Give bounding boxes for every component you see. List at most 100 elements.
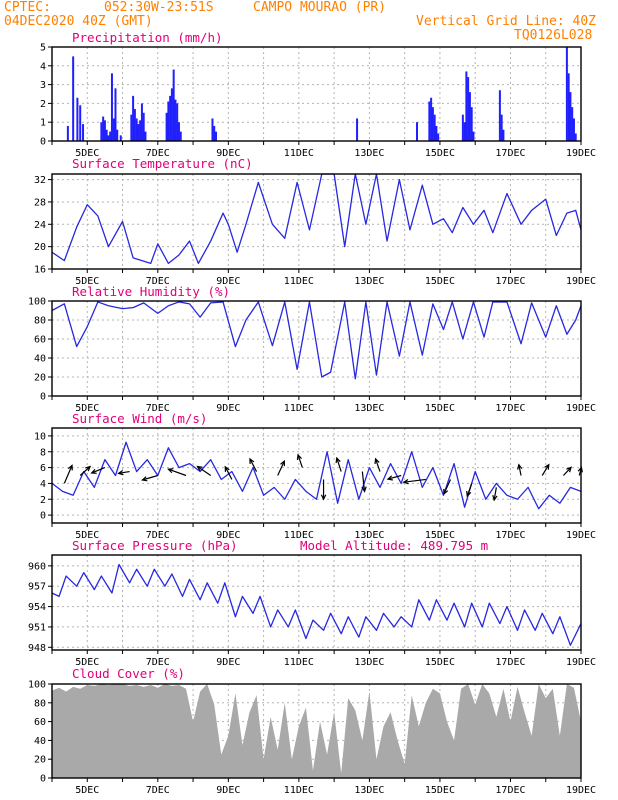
- precip-bar: [132, 95, 135, 141]
- cloud-cover-area: [52, 684, 581, 778]
- precip-bar: [567, 73, 570, 141]
- precip-bar: [169, 95, 172, 141]
- x-tick-label: 19DEC: [566, 148, 596, 159]
- wind-vector: [493, 487, 497, 501]
- precip-bar: [574, 133, 577, 141]
- precip-bar: [82, 124, 85, 141]
- precip-bar: [430, 97, 433, 141]
- y-tick-label: 32: [34, 175, 46, 186]
- panel-title: Surface Wind (m/s): [72, 411, 207, 426]
- x-tick-label: 9DEC: [216, 403, 240, 414]
- x-tick-label: 7DEC: [146, 530, 170, 541]
- wind-vector: [91, 467, 106, 474]
- wind-vector-head: [249, 457, 255, 464]
- precip-bar: [214, 131, 217, 141]
- precip-bar: [144, 131, 147, 141]
- x-tick-label: 7DEC: [146, 785, 170, 796]
- x-tick-label: 11DEC: [284, 657, 314, 668]
- wind-vector: [142, 474, 158, 481]
- y-tick-label: 6: [40, 463, 46, 474]
- wind-vector-head: [402, 478, 409, 485]
- x-tick-label: 13DEC: [354, 657, 384, 668]
- x-tick-label: 19DEC: [566, 276, 596, 287]
- wind-vector: [249, 458, 258, 472]
- wind-vector-head: [141, 476, 148, 482]
- x-tick-label: 11DEC: [284, 276, 314, 287]
- x-tick-label: 13DEC: [354, 276, 384, 287]
- x-tick-label: 15DEC: [425, 657, 455, 668]
- x-tick-label: 7DEC: [146, 148, 170, 159]
- precip-bar: [435, 125, 438, 141]
- x-tick-label: 17DEC: [495, 785, 525, 796]
- wind-vector: [118, 470, 130, 474]
- y-tick-label: 0: [40, 511, 46, 522]
- precip-bar: [472, 131, 475, 141]
- x-tick-label: 7DEC: [146, 403, 170, 414]
- wind-vector-head: [280, 459, 286, 467]
- precip-bar: [102, 116, 105, 141]
- precip-bar: [142, 112, 145, 141]
- panel-frame: [51, 683, 582, 779]
- y-tick-label: 80: [34, 316, 46, 327]
- precip-bar: [105, 129, 108, 141]
- y-tick-label: 24: [34, 220, 46, 231]
- x-tick-label: 5DEC: [75, 785, 99, 796]
- precip-bar: [172, 69, 175, 141]
- precip-bar: [572, 118, 575, 141]
- precip-bar: [165, 112, 168, 141]
- x-tick-label: 19DEC: [566, 657, 596, 668]
- wind-vector: [443, 479, 452, 495]
- wind-vector-head: [224, 465, 230, 472]
- x-tick-label: 9DEC: [216, 530, 240, 541]
- y-tick-label: 0: [40, 392, 46, 403]
- wind-vector-head: [320, 494, 327, 501]
- y-tick-label: 60: [34, 335, 46, 346]
- y-tick-label: 957: [28, 582, 46, 593]
- x-tick-label: 15DEC: [425, 403, 455, 414]
- x-tick-label: 11DEC: [284, 530, 314, 541]
- y-tick-label: 5: [40, 43, 46, 54]
- panel-frame: [51, 554, 582, 651]
- x-tick-label: 13DEC: [354, 403, 384, 414]
- y-tick-label: 1: [40, 118, 46, 129]
- x-tick-label: 5DEC: [75, 657, 99, 668]
- humidity-line: [51, 301, 582, 380]
- header-location: CAMPO MOURAO (PR): [253, 0, 387, 15]
- precip-bar: [137, 124, 140, 141]
- wind-speed-line: [51, 441, 582, 510]
- precip-bar: [428, 101, 431, 141]
- wind-vector-head: [335, 456, 341, 464]
- wind-vector: [361, 471, 366, 492]
- wind-vector: [541, 464, 550, 476]
- y-tick-label: 3: [40, 80, 46, 91]
- precip-bar: [103, 120, 106, 141]
- x-tick-label: 9DEC: [216, 276, 240, 287]
- model-altitude: Model Altitude: 489.795 m: [300, 538, 488, 553]
- x-tick-label: 5DEC: [75, 148, 99, 159]
- precip-bar: [211, 118, 214, 141]
- precip-bar: [500, 114, 503, 141]
- precip-bar: [109, 131, 112, 141]
- precip-bar: [433, 114, 436, 141]
- wind-vector-head: [67, 464, 73, 471]
- y-tick-label: 16: [34, 265, 46, 276]
- wind-vector-head: [296, 453, 302, 461]
- x-tick-label: 17DEC: [495, 276, 525, 287]
- wind-vector-head: [517, 463, 523, 470]
- precip-bar: [170, 88, 173, 141]
- header-init-time: 04DEC2020 40Z (GMT): [4, 14, 153, 29]
- panel-frame: [51, 427, 582, 524]
- x-tick-label: 19DEC: [566, 530, 596, 541]
- x-tick-label: 19DEC: [566, 403, 596, 414]
- x-tick-label: 11DEC: [284, 785, 314, 796]
- wind-vector-head: [167, 468, 174, 474]
- wind-vector-head: [386, 475, 393, 481]
- y-tick-label: 40: [34, 354, 46, 365]
- x-tick-label: 17DEC: [495, 530, 525, 541]
- precip-bar: [119, 135, 122, 141]
- wind-vector-head: [85, 465, 92, 472]
- y-tick-label: 20: [34, 373, 46, 384]
- header-source: CPTEC:: [4, 0, 51, 15]
- wind-vector-head: [374, 457, 380, 464]
